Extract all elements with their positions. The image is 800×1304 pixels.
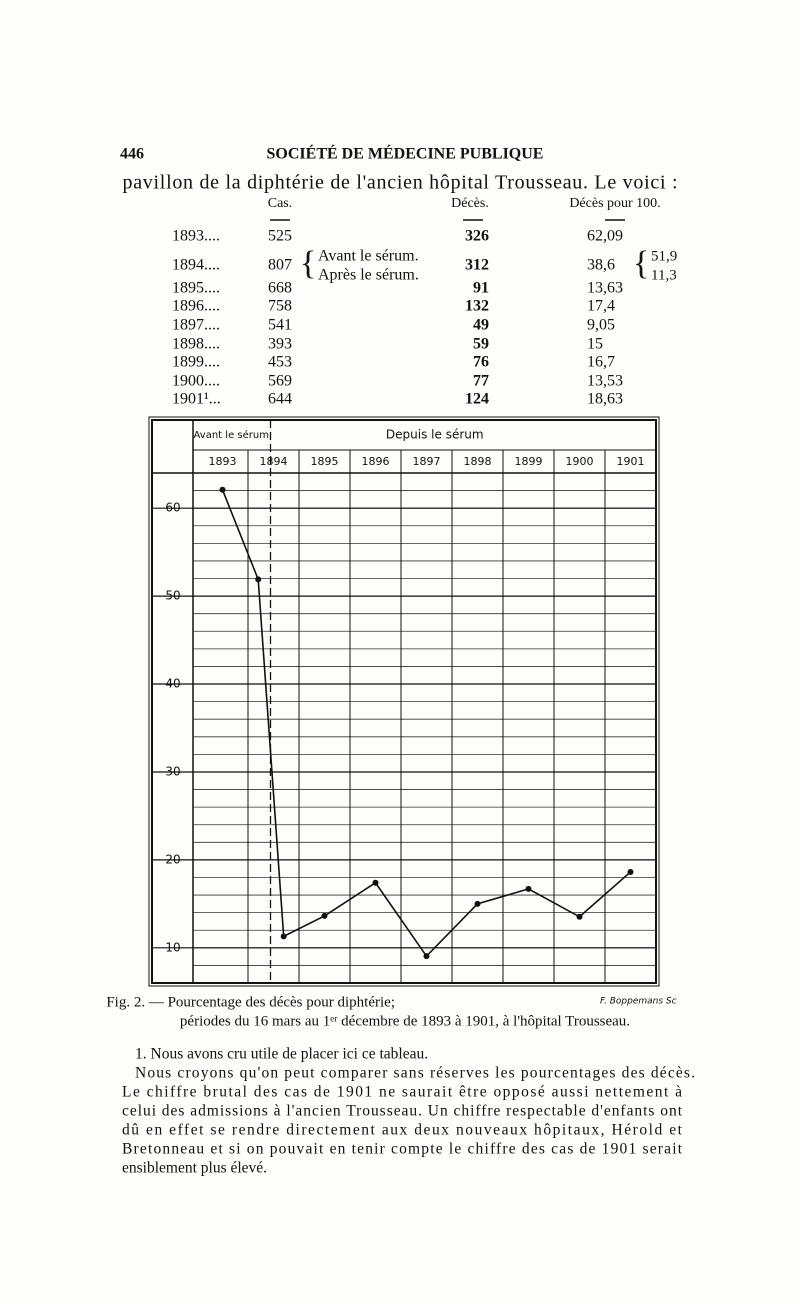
- table-header: Décès pour 100.: [569, 196, 660, 211]
- data-point: [576, 913, 583, 920]
- row-deaths: 312: [465, 257, 489, 274]
- row-year: 1893....: [172, 228, 220, 245]
- chart-frame-outer: [148, 416, 660, 987]
- row-deaths: 91: [473, 280, 489, 297]
- data-point: [627, 868, 634, 875]
- row-year: 1895....: [172, 280, 220, 297]
- row-pct: 15: [587, 336, 603, 353]
- row-cases: 758: [268, 298, 292, 315]
- engraver: F. Boppemans Sc: [600, 997, 677, 1007]
- footnote-line: Nous croyons qu'on peut comparer sans ré…: [135, 1065, 695, 1082]
- brace: {: [633, 245, 649, 282]
- x-tick-label: 1901: [617, 455, 645, 468]
- row-cases: 525: [268, 228, 292, 245]
- brace: {: [300, 245, 316, 282]
- row-cases: 668: [268, 280, 292, 297]
- x-tick-label: 1898: [464, 455, 492, 468]
- row-year: 1896....: [172, 298, 220, 315]
- row-deaths: 76: [473, 354, 489, 371]
- data-line: [221, 489, 632, 958]
- x-tick-label: 1899: [515, 455, 543, 468]
- footnote-line: ensiblement plus élevé.: [122, 1160, 267, 1177]
- row-year: 1894....: [172, 257, 220, 274]
- x-tick-label: 1893: [209, 455, 237, 468]
- x-tick-label: 1894: [260, 455, 288, 468]
- x-tick-label: 1900: [566, 455, 594, 468]
- row-pct-split: 51,9: [651, 248, 677, 264]
- row-pct: 62,09: [587, 228, 623, 245]
- period-label: Avant le sérum: [194, 429, 269, 441]
- row-deaths: 59: [473, 336, 489, 353]
- row-pct: 18,63: [587, 391, 623, 408]
- data-point: [423, 953, 430, 960]
- caption: périodes du 16 mars au 1ᵉʳ décembre de 1…: [180, 1013, 630, 1029]
- data-point: [372, 879, 379, 886]
- footnote-line: Le chiffre brutal des cas de 1901 ne sau…: [122, 1084, 682, 1101]
- data-point: [474, 900, 481, 907]
- footnote-line: celui des admissions à l'ancien Troussea…: [122, 1103, 683, 1120]
- row-cases: 569: [268, 373, 292, 390]
- row-cases: 644: [268, 391, 292, 408]
- data-point: [255, 576, 262, 583]
- row-note: Avant le sérum.: [318, 248, 419, 265]
- row-deaths: 77: [473, 373, 489, 390]
- data-point: [280, 933, 287, 940]
- row-deaths: 326: [465, 228, 489, 245]
- x-tick-label: 1895: [311, 455, 339, 468]
- row-cases: 541: [268, 317, 292, 334]
- row-note: Après le sérum.: [318, 267, 419, 284]
- data-point: [525, 885, 532, 892]
- footnote-line: 1. Nous avons cru utile de placer ici ce…: [135, 1046, 428, 1063]
- period-label: Depuis le sérum: [386, 428, 484, 442]
- footnote-line: dû en effet se rendre directement aux de…: [122, 1122, 683, 1139]
- x-tick-label: 1896: [362, 455, 390, 468]
- caption: Fig. 2. — Pourcentage des décès pour dip…: [106, 994, 395, 1010]
- row-pct: 16,7: [587, 354, 615, 371]
- row-year: 1899....: [172, 354, 220, 371]
- table-header: Cas.: [268, 196, 293, 211]
- row-year: 1900....: [172, 373, 220, 390]
- row-pct-split: 11,3: [651, 267, 677, 283]
- running-title: SOCIÉTÉ DE MÉDECINE PUBLIQUE: [267, 144, 544, 163]
- row-pct: 13,53: [587, 373, 623, 390]
- row-cases: 807: [268, 257, 292, 274]
- table-header: Décès.: [451, 196, 489, 211]
- row-pct: 17,4: [587, 298, 615, 315]
- row-pct: 13,63: [587, 280, 623, 297]
- row-cases: 393: [268, 336, 292, 353]
- row-year: 1901¹...: [172, 391, 221, 408]
- row-deaths: 49: [473, 317, 489, 334]
- row-pct: 9,05: [587, 317, 615, 334]
- row-deaths: 132: [465, 298, 489, 315]
- intro-line: pavillon de la diphtérie de l'ancien hôp…: [123, 172, 678, 194]
- footnote-line: Bretonneau et si on pouvait en tenir com…: [122, 1141, 683, 1158]
- data-point: [219, 486, 226, 493]
- row-year: 1898....: [172, 336, 220, 353]
- page-number: 446: [120, 146, 144, 163]
- data-point: [321, 912, 328, 919]
- row-deaths: 124: [465, 391, 489, 408]
- row-year: 1897....: [172, 317, 220, 334]
- row-pct: 38,6: [587, 257, 615, 274]
- x-tick-label: 1897: [413, 455, 441, 468]
- row-cases: 453: [268, 354, 292, 371]
